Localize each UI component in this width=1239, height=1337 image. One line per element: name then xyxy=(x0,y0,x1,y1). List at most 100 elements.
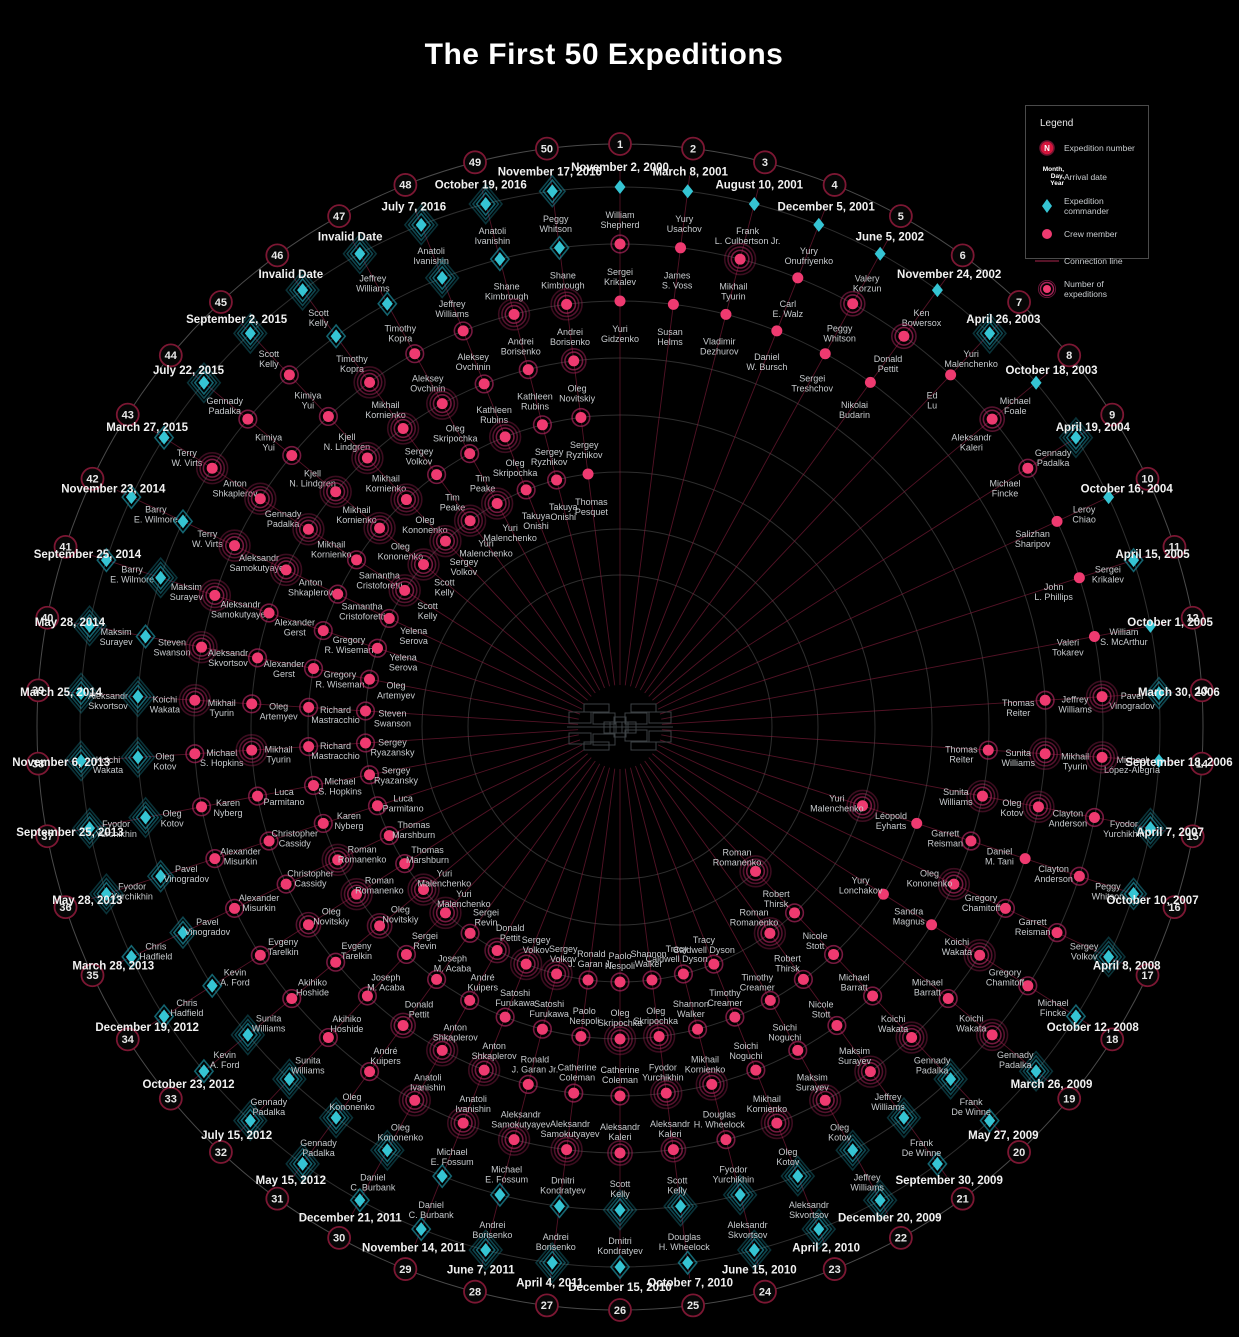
crew-marker[interactable] xyxy=(819,348,831,360)
crew-marker[interactable] xyxy=(363,511,396,545)
commander-marker[interactable] xyxy=(424,257,460,299)
commander-marker[interactable] xyxy=(862,1179,898,1222)
crew-marker[interactable] xyxy=(484,937,511,964)
crew-marker[interactable] xyxy=(427,969,447,990)
commander-marker[interactable] xyxy=(285,269,320,311)
commander-marker[interactable] xyxy=(835,1129,871,1172)
crew-marker[interactable] xyxy=(303,658,324,679)
crew-marker[interactable] xyxy=(1028,737,1062,770)
commander-marker[interactable] xyxy=(609,1254,631,1280)
commander-marker[interactable] xyxy=(121,484,142,510)
crew-marker[interactable] xyxy=(259,831,279,851)
crew-marker[interactable] xyxy=(198,579,232,612)
crew-marker[interactable] xyxy=(353,366,386,399)
crew-marker[interactable] xyxy=(446,1106,480,1140)
crew-marker[interactable] xyxy=(313,620,333,641)
crew-marker[interactable] xyxy=(571,407,591,428)
crew-marker[interactable] xyxy=(460,443,480,464)
crew-marker[interactable] xyxy=(720,308,732,320)
commander-marker[interactable] xyxy=(193,1058,215,1084)
crew-marker[interactable] xyxy=(299,697,319,718)
crew-marker[interactable] xyxy=(518,1074,538,1095)
crew-marker[interactable] xyxy=(295,911,322,938)
commander-marker[interactable] xyxy=(1119,877,1148,911)
crew-marker[interactable] xyxy=(407,548,440,581)
commander-marker[interactable] xyxy=(468,1229,504,1271)
commander-marker[interactable] xyxy=(1103,490,1115,505)
crew-marker[interactable] xyxy=(282,445,302,466)
crew-marker[interactable] xyxy=(610,234,630,254)
commander-marker[interactable] xyxy=(233,1099,268,1142)
crew-marker[interactable] xyxy=(571,1026,591,1047)
crew-marker[interactable] xyxy=(578,970,598,990)
crew-marker[interactable] xyxy=(460,923,480,943)
commander-marker[interactable] xyxy=(153,425,175,451)
commander-marker[interactable] xyxy=(349,1187,370,1213)
crew-marker[interactable] xyxy=(318,1027,338,1048)
commander-marker[interactable] xyxy=(96,547,117,573)
commander-marker[interactable] xyxy=(1133,807,1168,850)
commander-marker[interactable] xyxy=(813,217,825,232)
crew-marker[interactable] xyxy=(429,524,462,558)
crew-marker[interactable] xyxy=(407,873,440,906)
crew-marker[interactable] xyxy=(945,369,957,381)
crew-marker[interactable] xyxy=(1085,680,1119,713)
crew-marker[interactable] xyxy=(673,964,694,984)
crew-marker[interactable] xyxy=(185,630,218,664)
commander-marker[interactable] xyxy=(549,235,570,261)
commander-marker[interactable] xyxy=(1091,936,1126,978)
commander-marker[interactable] xyxy=(120,736,156,779)
commander-marker[interactable] xyxy=(128,796,163,839)
commander-marker[interactable] xyxy=(933,1058,968,1100)
crew-marker[interactable] xyxy=(453,504,487,537)
crew-marker[interactable] xyxy=(313,813,333,834)
commander-marker[interactable] xyxy=(1123,547,1144,573)
crew-marker[interactable] xyxy=(979,406,1006,433)
crew-marker[interactable] xyxy=(695,1068,728,1101)
crew-marker[interactable] xyxy=(390,483,423,516)
commander-marker[interactable] xyxy=(318,1096,354,1139)
commander-marker[interactable] xyxy=(172,508,194,534)
crew-marker[interactable] xyxy=(891,323,917,350)
commander-marker[interactable] xyxy=(135,624,156,649)
crew-marker[interactable] xyxy=(610,1086,630,1106)
crew-marker[interactable] xyxy=(426,1034,459,1067)
crew-marker[interactable] xyxy=(610,972,630,992)
commander-marker[interactable] xyxy=(602,1189,638,1231)
crew-marker[interactable] xyxy=(582,468,594,480)
crew-marker[interactable] xyxy=(864,376,876,388)
crew-marker[interactable] xyxy=(460,990,480,1011)
crew-marker[interactable] xyxy=(650,1076,683,1110)
crew-marker[interactable] xyxy=(975,1018,1009,1052)
crew-marker[interactable] xyxy=(386,412,420,445)
crew-marker[interactable] xyxy=(1047,923,1067,943)
commander-marker[interactable] xyxy=(927,1151,948,1177)
crew-marker[interactable] xyxy=(854,1055,887,1088)
crew-marker[interactable] xyxy=(792,272,804,284)
crew-marker[interactable] xyxy=(1084,807,1105,828)
crew-marker[interactable] xyxy=(388,574,421,607)
crew-marker[interactable] xyxy=(532,1019,553,1039)
commander-marker[interactable] xyxy=(153,1003,175,1029)
crew-marker[interactable] xyxy=(760,990,780,1011)
commander-marker[interactable] xyxy=(682,184,694,199)
crew-marker[interactable] xyxy=(642,970,662,990)
crew-marker[interactable] xyxy=(746,1060,766,1080)
crew-marker[interactable] xyxy=(1022,790,1055,824)
commander-marker[interactable] xyxy=(489,1182,511,1208)
commander-marker[interactable] xyxy=(931,283,943,298)
crew-marker[interactable] xyxy=(395,854,415,874)
crew-marker[interactable] xyxy=(518,359,538,380)
commander-marker[interactable] xyxy=(1058,416,1094,459)
crew-marker[interactable] xyxy=(560,348,587,374)
crew-marker[interactable] xyxy=(405,344,425,364)
commander-marker[interactable] xyxy=(72,604,107,647)
crew-marker[interactable] xyxy=(340,877,373,911)
crew-marker[interactable] xyxy=(303,775,324,796)
crew-marker[interactable] xyxy=(429,896,462,930)
crew-marker[interactable] xyxy=(328,584,348,604)
crew-marker[interactable] xyxy=(725,1007,745,1027)
commander-marker[interactable] xyxy=(121,944,142,970)
crew-marker[interactable] xyxy=(1069,866,1089,886)
crew-marker[interactable] xyxy=(244,482,277,515)
